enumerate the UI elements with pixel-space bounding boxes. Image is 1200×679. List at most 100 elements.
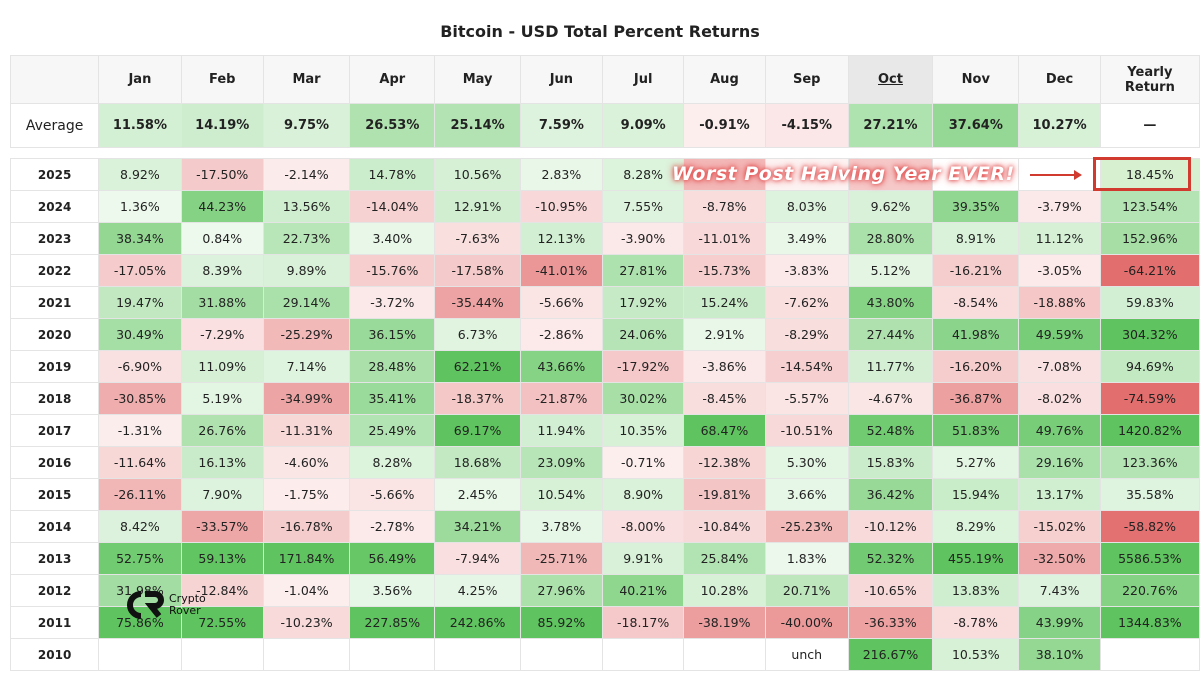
- column-header: Yearly Return: [1099, 55, 1200, 104]
- year-label: 2013: [9, 542, 100, 575]
- year-label: 2011: [9, 606, 100, 639]
- chart-title: Bitcoin - USD Total Percent Returns: [440, 22, 760, 41]
- value-cell: -40.00%: [764, 606, 849, 639]
- year-label: 2024: [9, 190, 100, 223]
- value-cell: 8.29%: [932, 510, 1020, 543]
- yearly-return-cell: 1344.83%: [1099, 606, 1200, 639]
- annotation-text: Worst Post Halving Year EVER!: [672, 163, 1015, 185]
- value-cell: 29.16%: [1018, 446, 1101, 479]
- value-cell: 43.80%: [847, 286, 934, 319]
- column-header: Dec: [1018, 55, 1101, 104]
- spacer: [683, 147, 766, 159]
- year-row: 2014 8.42% -33.57% -16.78% -2.78% 34.21% 3.78%…: [9, 510, 1200, 543]
- value-cell: -0.71%: [601, 446, 685, 479]
- column-header: Jul: [601, 55, 685, 104]
- value-cell: 19.47%: [98, 286, 182, 319]
- value-cell: -10.23%: [262, 606, 351, 639]
- value-cell: 49.59%: [1018, 318, 1101, 351]
- value-cell: 27.44%: [847, 318, 934, 351]
- column-header: Mar: [262, 55, 351, 104]
- value-cell: 59.13%: [180, 542, 264, 575]
- value-cell: -2.86%: [519, 318, 604, 351]
- value-cell: 23.09%: [519, 446, 604, 479]
- value-cell: 27.96%: [519, 574, 604, 607]
- value-cell: 8.91%: [932, 222, 1020, 255]
- corner-cell: [9, 55, 100, 104]
- value-cell: 52.32%: [847, 542, 934, 575]
- value-cell: [601, 638, 685, 671]
- average-cell: 27.21%: [847, 103, 934, 148]
- yearly-return-cell: -74.59%: [1099, 382, 1200, 415]
- value-cell: 0.84%: [180, 222, 264, 255]
- column-header: Aug: [683, 55, 766, 104]
- value-cell: -17.92%: [601, 350, 685, 383]
- value-cell: 8.90%: [601, 478, 685, 511]
- spacer: [10, 147, 99, 159]
- value-cell: -36.87%: [932, 382, 1020, 415]
- value-cell: -7.62%: [764, 286, 849, 319]
- average-cell: 10.27%: [1018, 103, 1101, 148]
- value-cell: 29.14%: [262, 286, 351, 319]
- value-cell: 2.91%: [683, 318, 766, 351]
- yearly-return-cell: -64.21%: [1099, 254, 1200, 287]
- value-cell: -38.19%: [683, 606, 766, 639]
- value-cell: -5.66%: [519, 286, 604, 319]
- value-cell: 216.67%: [847, 638, 934, 671]
- value-cell: 35.41%: [349, 382, 436, 415]
- value-cell: -17.50%: [180, 158, 264, 191]
- year-label: 2025: [9, 158, 100, 191]
- value-cell: -8.00%: [601, 510, 685, 543]
- value-cell: 27.81%: [601, 254, 685, 287]
- value-cell: -35.44%: [434, 286, 521, 319]
- value-cell: 4.25%: [434, 574, 521, 607]
- year-row: 2021 19.47% 31.88% 29.14% -3.72% -35.44% -5.66…: [9, 286, 1200, 319]
- value-cell: 10.53%: [932, 638, 1020, 671]
- year-row: 2025 8.92% -17.50% -2.14% 14.78% 10.56% 2.83% 8…: [9, 158, 1200, 191]
- value-cell: -1.31%: [98, 414, 182, 447]
- value-cell: -10.65%: [847, 574, 934, 607]
- year-row: 2019 -6.90% 11.09% 7.14% 28.48% 62.21% 43.66% -…: [9, 350, 1200, 383]
- value-cell: 36.15%: [349, 318, 436, 351]
- value-cell: -3.86%: [683, 350, 766, 383]
- value-cell: -3.90%: [601, 222, 685, 255]
- column-header: May: [434, 55, 521, 104]
- spacer: [602, 147, 684, 159]
- average-row: Average 11.58% 14.19% 9.75% 26.53% 25.14% 7.59…: [9, 103, 1200, 148]
- value-cell: [434, 638, 521, 671]
- value-cell: 5.12%: [847, 254, 934, 287]
- column-header: Nov: [932, 55, 1020, 104]
- average-cell: 11.58%: [98, 103, 182, 148]
- year-row: 2016 -11.64% 16.13% -4.60% 8.28% 18.68% 23.09%…: [9, 446, 1200, 479]
- value-cell: 28.48%: [349, 350, 436, 383]
- value-cell: -25.71%: [519, 542, 604, 575]
- value-cell: -30.85%: [98, 382, 182, 415]
- arrow-icon: [1030, 170, 1082, 180]
- yearly-return-cell: 94.69%: [1099, 350, 1200, 383]
- value-cell: -21.87%: [519, 382, 604, 415]
- value-cell: -10.84%: [683, 510, 766, 543]
- value-cell: 7.14%: [262, 350, 351, 383]
- spacer: [520, 147, 603, 159]
- value-cell: 41.98%: [932, 318, 1020, 351]
- value-cell: 38.34%: [98, 222, 182, 255]
- value-cell: -7.63%: [434, 222, 521, 255]
- year-label: 2015: [9, 478, 100, 511]
- value-cell: 17.92%: [601, 286, 685, 319]
- value-cell: 7.43%: [1018, 574, 1101, 607]
- spacer: [434, 147, 521, 159]
- year-label: 2012: [9, 574, 100, 607]
- value-cell: -15.73%: [683, 254, 766, 287]
- year-row: 2012 31.98% -12.84% -1.04% 3.56% 4.25% 27.96% 4…: [9, 574, 1200, 607]
- value-cell: -7.29%: [180, 318, 264, 351]
- value-cell: 11.09%: [180, 350, 264, 383]
- value-cell: -16.78%: [262, 510, 351, 543]
- value-cell: 38.10%: [1018, 638, 1101, 671]
- value-cell: 8.28%: [349, 446, 436, 479]
- value-cell: -8.78%: [683, 190, 766, 223]
- average-cell: 26.53%: [349, 103, 436, 148]
- value-cell: 227.85%: [349, 606, 436, 639]
- value-cell: 14.78%: [349, 158, 436, 191]
- value-cell: 34.21%: [434, 510, 521, 543]
- year-row: 2017 -1.31% 26.76% -11.31% 25.49% 69.17% 11.94…: [9, 414, 1200, 447]
- value-cell: -7.08%: [1018, 350, 1101, 383]
